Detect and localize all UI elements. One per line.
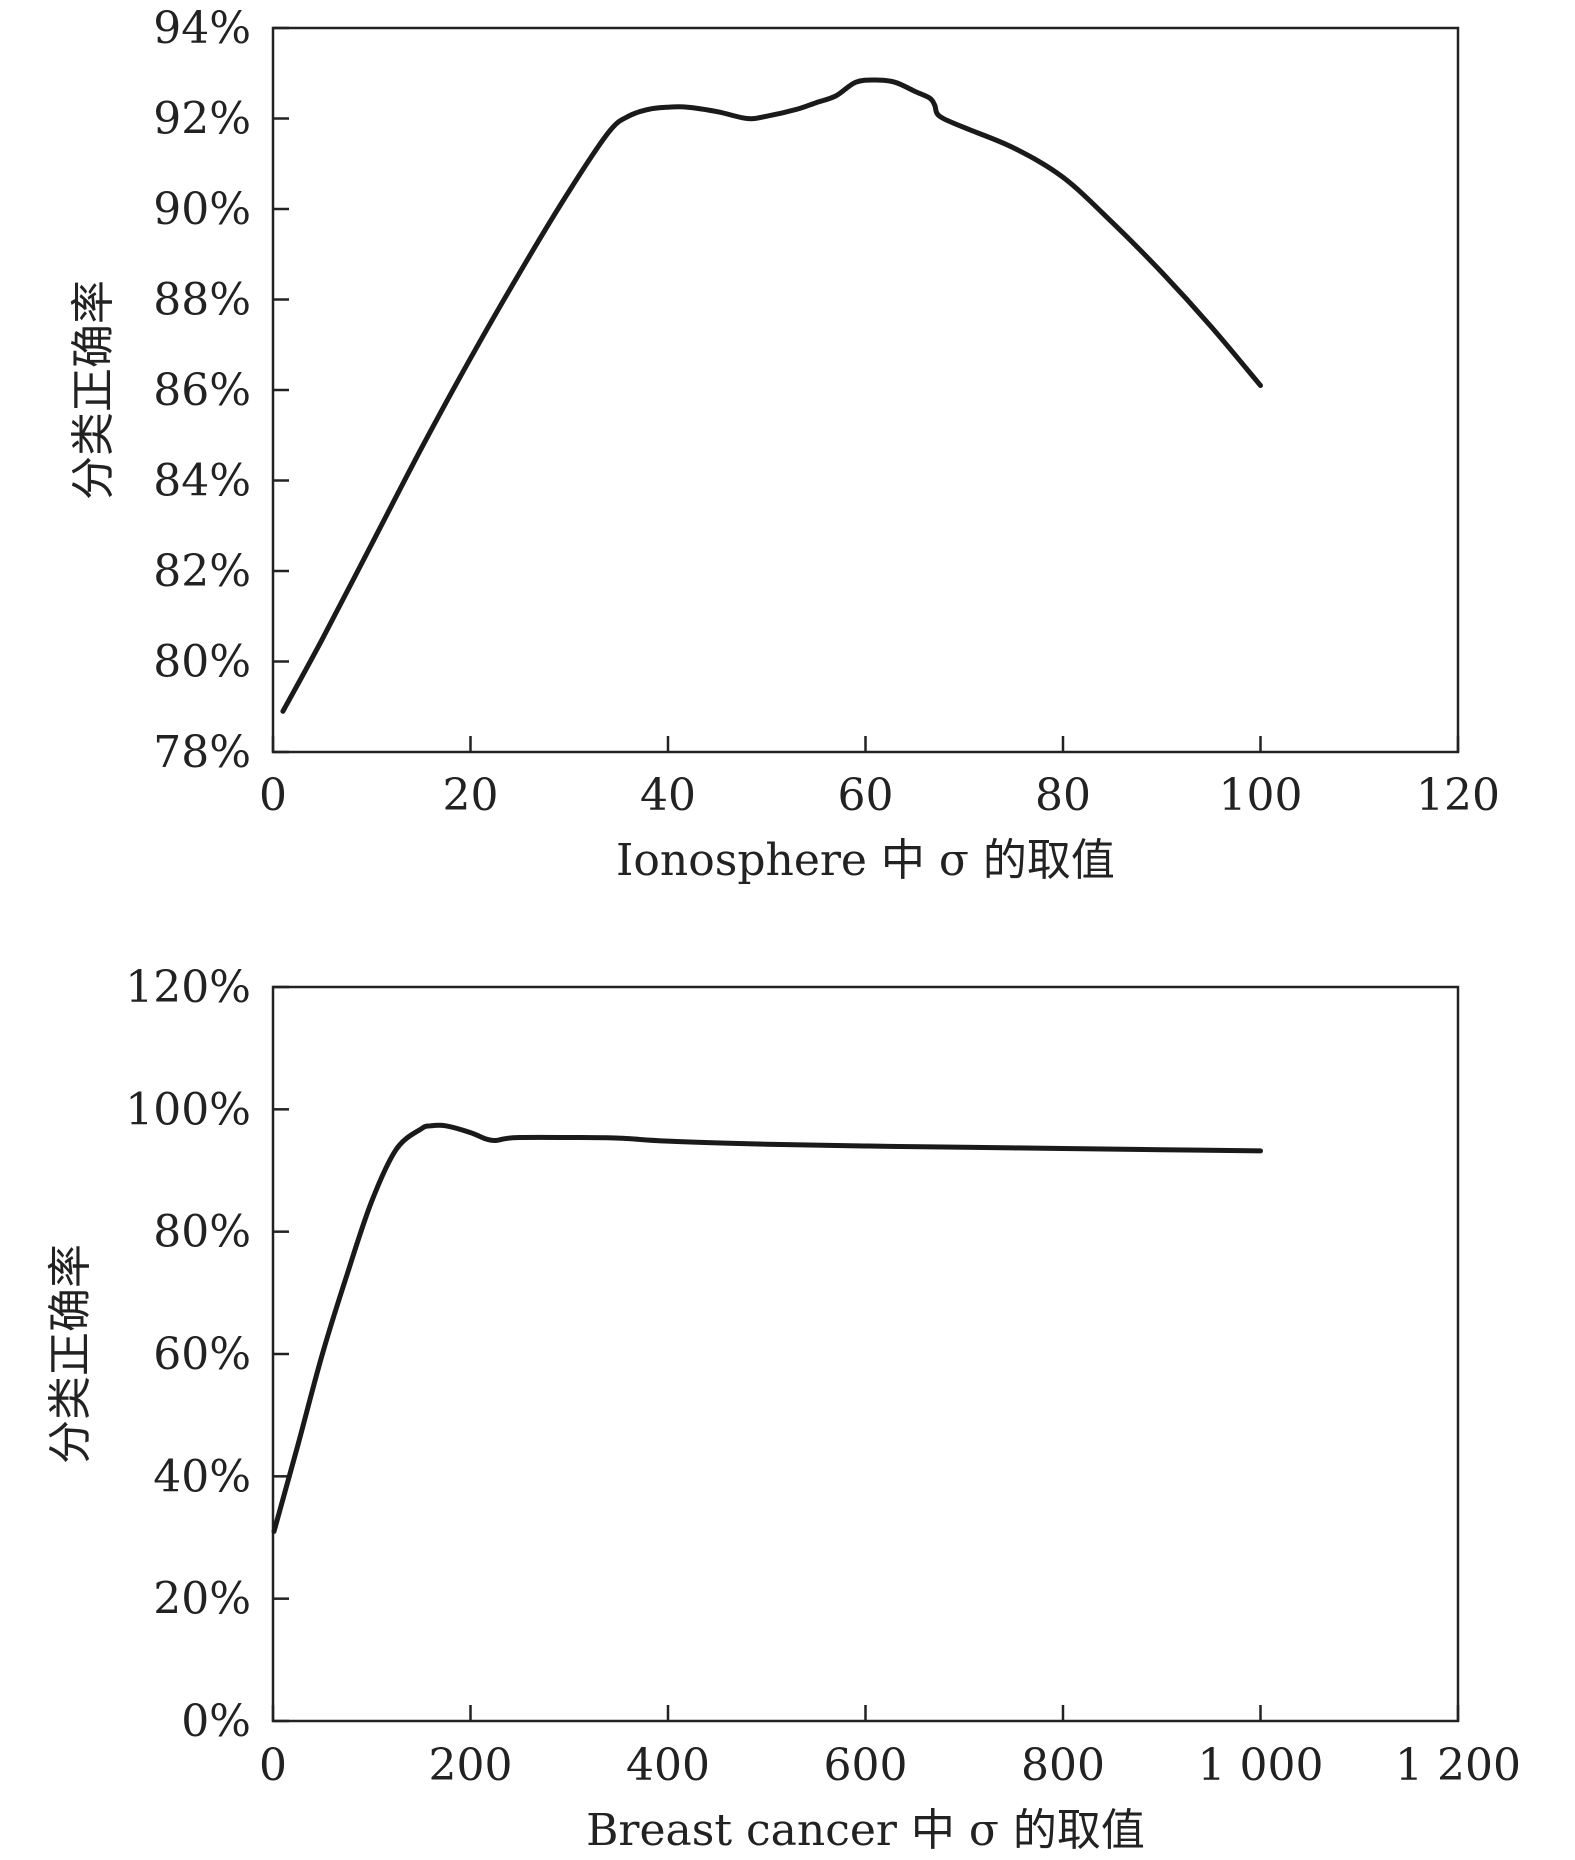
y-tick-label: 82% <box>153 546 251 597</box>
x-tick-label: 40 <box>640 770 696 821</box>
x-tick-label: 800 <box>1021 1740 1105 1791</box>
y-tick-label: 84% <box>153 456 251 507</box>
y-tick-label: 88% <box>153 275 251 326</box>
x-axis-title: Ionosphere 中 σ 的取值 <box>616 835 1115 886</box>
x-tick-label: 80 <box>1035 770 1091 821</box>
y-tick-label: 80% <box>153 637 251 688</box>
x-tick-label: 100 <box>1219 770 1303 821</box>
x-axis-title: Breast cancer 中 σ 的取值 <box>586 1805 1145 1856</box>
y-tick-label: 60% <box>153 1329 251 1380</box>
y-axis-title: 分类正确率 <box>68 280 119 500</box>
chart-ionosphere: 0 20 40 60 80 100 120 78% 80% 82% 84% 86% 88% 90% 92% 9… <box>68 3 1500 886</box>
chart-breast-cancer: 0 200 400 600 800 1 000 1 200 0% 20% 40% 60% 80% 100… <box>45 962 1521 1856</box>
y-tick-label: 92% <box>153 94 251 145</box>
y-tick-label: 40% <box>153 1451 251 1502</box>
x-tick-label: 1 200 <box>1395 1740 1521 1791</box>
x-tick-label: 400 <box>626 1740 710 1791</box>
x-tick-label: 200 <box>429 1740 513 1791</box>
y-tick-label: 80% <box>153 1207 251 1258</box>
y-axis-title: 分类正确率 <box>45 1244 96 1464</box>
y-tick-label: 86% <box>153 365 251 416</box>
series-line <box>271 1122 1263 1534</box>
y-tick-label: 90% <box>153 184 251 235</box>
x-tick-label: 120 <box>1416 770 1500 821</box>
series-line <box>280 77 1263 714</box>
y-tick-label: 120% <box>125 962 251 1013</box>
y-tick-label: 78% <box>153 727 251 778</box>
y-tick-label: 20% <box>153 1574 251 1625</box>
x-tick-label: 1 000 <box>1198 1740 1324 1791</box>
x-tick-label: 60 <box>838 770 894 821</box>
y-tick-label: 100% <box>125 1084 251 1135</box>
x-tick-label: 20 <box>443 770 499 821</box>
x-tick-label: 0 <box>259 1740 287 1791</box>
x-tick-label: 0 <box>259 770 287 821</box>
y-tick-label: 94% <box>153 3 251 54</box>
y-tick-label: 0% <box>181 1696 251 1747</box>
plot-frame <box>271 985 1460 1723</box>
x-tick-label: 600 <box>824 1740 908 1791</box>
